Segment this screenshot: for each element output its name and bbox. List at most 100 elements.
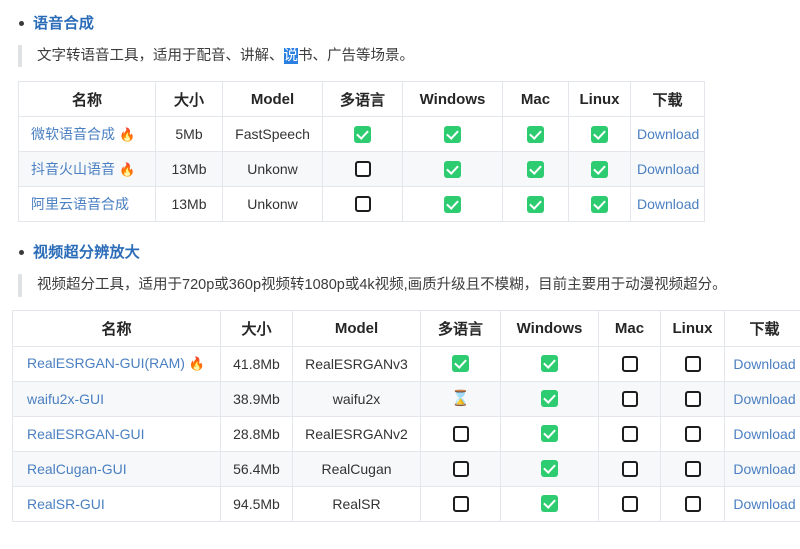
cell-multilang — [322, 186, 403, 223]
check-off-icon — [667, 495, 718, 512]
bullet-icon — [19, 21, 24, 26]
download-link[interactable]: Download — [637, 126, 700, 143]
download-link[interactable]: Download — [733, 355, 796, 372]
check-on-icon — [509, 195, 562, 213]
cell-model: Unkonw — [222, 186, 323, 223]
video-upscale-table: 名称 大小 Model 多语言 Windows Mac Linux 下载 Rea… — [12, 309, 800, 522]
download-link[interactable]: Download — [733, 390, 796, 407]
cell-linux — [660, 485, 725, 522]
check-off-icon — [667, 425, 718, 442]
check-off-icon — [605, 460, 654, 477]
description-pre: 文字转语音工具，适用于配音、讲解、 — [37, 48, 284, 64]
check-off-icon — [667, 460, 718, 477]
tool-link[interactable]: RealESRGAN-GUI(RAM) — [27, 355, 185, 372]
cell-model: Unkonw — [222, 151, 323, 188]
cell-name: RealESRGAN-GUI — [12, 415, 221, 452]
cell-download: Download — [724, 380, 800, 417]
cell-linux — [568, 186, 631, 223]
cell-size: 56.4Mb — [220, 450, 293, 487]
column-header-size: 大小 — [155, 81, 223, 118]
tool-link[interactable]: RealSR-GUI — [27, 495, 105, 512]
fire-icon: 🔥 — [119, 162, 136, 178]
download-link[interactable]: Download — [637, 161, 700, 178]
description-text: 文字转语音工具，适用于配音、讲解、说书、广告等场景。 — [22, 45, 414, 67]
cell-windows — [402, 186, 503, 223]
download-link[interactable]: Download — [733, 495, 796, 512]
cell-download: Download — [724, 485, 800, 522]
quote-bar-icon — [18, 45, 22, 68]
tool-link[interactable]: waifu2x-GUI — [27, 390, 105, 407]
cell-model: RealESRGANv2 — [292, 415, 421, 452]
cell-mac — [598, 345, 661, 382]
cell-size: 94.5Mb — [220, 485, 293, 522]
cell-size: 41.8Mb — [220, 345, 293, 382]
section-title-text: 语音合成 — [33, 15, 95, 32]
cell-size: 28.8Mb — [220, 415, 293, 452]
cell-multilang — [420, 415, 501, 452]
column-header-mac: Mac — [502, 81, 569, 118]
column-header-download: 下载 — [630, 81, 705, 118]
description-highlighted-text[interactable]: 说 — [283, 48, 298, 64]
tool-link[interactable]: RealESRGAN-GUI — [27, 425, 145, 442]
check-on-icon — [509, 125, 562, 143]
cell-windows — [500, 415, 599, 452]
section-heading-speech-synthesis[interactable]: 语音合成 — [0, 16, 800, 31]
tool-link[interactable]: 抖音火山语音 — [31, 161, 115, 178]
cell-model: RealESRGANv3 — [292, 345, 421, 382]
check-off-icon — [427, 495, 494, 512]
cell-multilang: ⌛ — [420, 380, 501, 417]
download-link[interactable]: Download — [637, 196, 700, 213]
quote-bar-icon — [18, 274, 22, 297]
check-on-icon — [575, 195, 624, 213]
column-header-multilang: 多语言 — [420, 309, 501, 347]
check-off-icon — [329, 196, 396, 213]
speech-synthesis-table: 名称 大小 Model 多语言 Windows Mac Linux 下载 微软语… — [18, 81, 705, 223]
section-heading-video-upscale[interactable]: 视频超分辨放大 — [0, 245, 800, 260]
cell-windows — [500, 450, 599, 487]
table-row: 微软语音合成 🔥 5Mb FastSpeech Download — [18, 116, 705, 153]
section-description-video-upscale: 视频超分工具，适用于720p或360p视频转1080p或4k视频,画质升级且不模… — [0, 274, 800, 297]
column-header-name: 名称 — [12, 309, 221, 347]
cell-mac — [598, 485, 661, 522]
cell-model: waifu2x — [292, 380, 421, 417]
cell-name: RealESRGAN-GUI(RAM) 🔥 — [12, 345, 221, 382]
table-header-row: 名称 大小 Model 多语言 Windows Mac Linux 下载 — [12, 309, 800, 347]
check-on-icon — [509, 160, 562, 178]
check-on-icon — [575, 160, 624, 178]
column-header-windows: Windows — [500, 309, 599, 347]
table-row: RealESRGAN-GUI 28.8Mb RealESRGANv2 Downl… — [12, 415, 800, 452]
cell-mac — [598, 450, 661, 487]
cell-windows — [500, 485, 599, 522]
check-off-icon — [667, 390, 718, 407]
check-on-icon — [507, 355, 592, 373]
table-row: RealSR-GUI 94.5Mb RealSR Download — [12, 485, 800, 522]
cell-size: 13Mb — [155, 151, 223, 188]
column-header-download: 下载 — [724, 309, 800, 347]
cell-mac — [502, 151, 569, 188]
fire-icon: 🔥 — [188, 356, 206, 372]
tool-link[interactable]: 微软语音合成 — [31, 126, 115, 143]
table-header-row: 名称 大小 Model 多语言 Windows Mac Linux 下载 — [18, 81, 705, 118]
fire-icon: 🔥 — [119, 127, 136, 143]
section-title-text: 视频超分辨放大 — [33, 244, 141, 262]
cell-size: 38.9Mb — [220, 380, 293, 417]
cell-windows — [500, 380, 599, 417]
check-off-icon — [605, 390, 654, 407]
cell-multilang — [322, 151, 403, 188]
hourglass-icon: ⌛ — [451, 390, 470, 408]
cell-mac — [598, 380, 661, 417]
description-text: 视频超分工具，适用于720p或360p视频转1080p或4k视频,画质升级且不模… — [37, 277, 727, 294]
column-header-mac: Mac — [598, 309, 661, 347]
download-link[interactable]: Download — [733, 425, 796, 442]
download-link[interactable]: Download — [733, 460, 796, 477]
cell-mac — [598, 415, 661, 452]
table-row: RealESRGAN-GUI(RAM) 🔥 41.8Mb RealESRGANv3… — [12, 345, 800, 382]
table-row: 阿里云语音合成 13Mb Unkonw Download — [18, 186, 705, 223]
tool-link[interactable]: RealCugan-GUI — [27, 460, 127, 477]
cell-size: 13Mb — [155, 186, 223, 223]
column-header-windows: Windows — [402, 81, 503, 118]
tool-link[interactable]: 阿里云语音合成 — [31, 196, 129, 213]
check-on-icon — [575, 125, 624, 143]
cell-name: waifu2x-GUI — [12, 380, 221, 417]
cell-mac — [502, 116, 569, 153]
